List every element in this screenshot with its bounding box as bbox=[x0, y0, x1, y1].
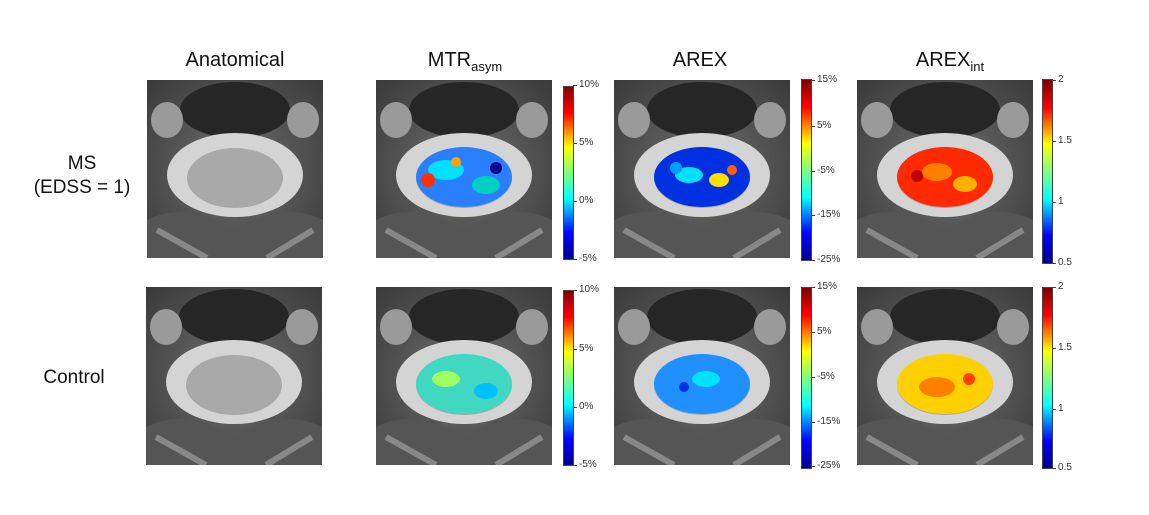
row-label-ms: MS (EDSS = 1) bbox=[33, 153, 131, 198]
control-mtr-asym-map bbox=[376, 287, 552, 465]
ms-mtr-asym-map bbox=[376, 80, 552, 258]
arexint-tick: 2 bbox=[1052, 281, 1064, 292]
mtr-tick: 0% bbox=[572, 401, 594, 412]
control-arex-int-map bbox=[857, 287, 1033, 465]
arexint-tick: 1 bbox=[1052, 403, 1064, 414]
arex-tick: 5% bbox=[810, 326, 832, 337]
mtr-tick: -5% bbox=[573, 253, 597, 264]
column-title-arex: AREX bbox=[672, 49, 728, 71]
column-title-mtr-asym: MTRasym bbox=[427, 49, 503, 74]
arexint-tick: 0.5 bbox=[1052, 462, 1072, 473]
arex-tick: -15% bbox=[810, 416, 841, 427]
column-title-arex-int: AREXint bbox=[915, 49, 985, 74]
arex-tick: 15% bbox=[810, 74, 838, 85]
mtr-tick: 10% bbox=[572, 79, 600, 90]
arexint-tick: 0.5 bbox=[1052, 257, 1072, 268]
arex-tick: -25% bbox=[810, 254, 841, 265]
control-arex-map bbox=[614, 287, 790, 465]
arex-tick: 5% bbox=[810, 120, 832, 131]
mtr-colorbar-control bbox=[563, 290, 574, 466]
arexint-colorbar-ms bbox=[1042, 79, 1053, 264]
mtr-tick: 5% bbox=[572, 343, 594, 354]
arex-tick: -5% bbox=[811, 371, 835, 382]
arexint-tick: 2 bbox=[1052, 74, 1064, 85]
mtr-colorbar-ms bbox=[563, 86, 574, 260]
arex-tick: -15% bbox=[810, 209, 841, 220]
arex-tick: 15% bbox=[810, 281, 838, 292]
mtr-tick: 10% bbox=[572, 284, 600, 295]
mtr-tick: 5% bbox=[572, 137, 594, 148]
mtr-tick: 0% bbox=[572, 195, 594, 206]
ms-anatomical-image bbox=[147, 80, 323, 258]
ms-arex-int-map bbox=[857, 80, 1033, 258]
row-label-control: Control bbox=[43, 367, 105, 388]
arex-colorbar-control bbox=[801, 287, 812, 469]
ms-arex-map bbox=[614, 80, 790, 258]
arexint-tick: 1.5 bbox=[1052, 135, 1072, 146]
arexint-tick: 1.5 bbox=[1052, 342, 1072, 353]
arex-tick: -25% bbox=[810, 460, 841, 471]
arexint-tick: 1 bbox=[1052, 196, 1064, 207]
arexint-colorbar-control bbox=[1042, 287, 1053, 469]
arex-colorbar-ms bbox=[801, 79, 812, 261]
control-anatomical-image bbox=[146, 287, 322, 465]
arex-tick: -5% bbox=[811, 165, 835, 176]
column-title-anatomical: Anatomical bbox=[185, 49, 285, 71]
mtr-tick: -5% bbox=[573, 459, 597, 470]
